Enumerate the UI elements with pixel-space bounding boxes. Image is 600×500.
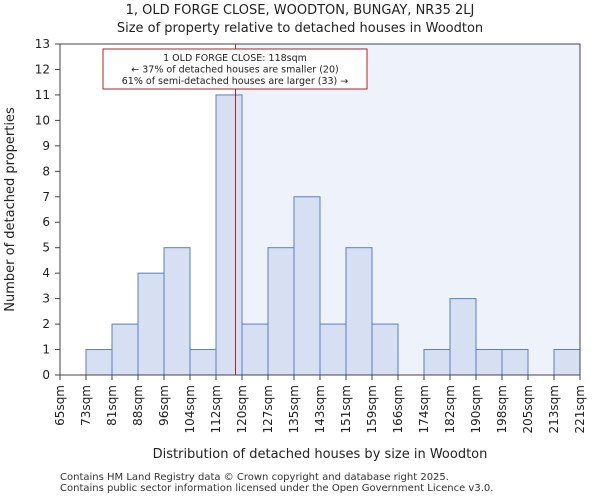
bar-190sqm [475, 349, 503, 376]
y-tick-label: 5 [42, 241, 50, 255]
bar-174sqm [423, 349, 451, 376]
y-tick-label: 11 [35, 88, 50, 102]
x-tick-label: 120sqm [235, 385, 249, 433]
bar-198sqm [501, 349, 529, 376]
footer-line2: Contains public sector information licen… [60, 483, 494, 494]
annotation-line2: ← 37% of detached houses are smaller (20… [131, 65, 338, 76]
bar-151sqm [345, 247, 373, 376]
bar-88sqm [137, 272, 165, 376]
y-tick-label: 9 [42, 139, 50, 153]
y-tick-label: 6 [42, 215, 50, 229]
x-tick-label: 143sqm [313, 385, 327, 433]
y-tick-label: 10 [35, 113, 50, 127]
bar-112sqm [215, 94, 243, 376]
x-tick-label: 65sqm [53, 385, 67, 426]
y-axis-label: Number of detached properties [3, 107, 18, 312]
y-tick-label: 12 [35, 62, 50, 76]
property-annotation: 1 OLD FORGE CLOSE: 118sqm ← 37% of detac… [102, 48, 368, 90]
bar-127sqm [267, 247, 295, 376]
chart-title-line2: Size of property relative to detached ho… [116, 21, 484, 36]
x-tick-label: 205sqm [521, 385, 535, 433]
bar-135sqm [293, 196, 321, 376]
bars-group [85, 94, 581, 376]
x-tick-label: 174sqm [417, 385, 431, 433]
chart-title: 1, OLD FORGE CLOSE, WOODTON, BUNGAY, NR3… [0, 2, 600, 38]
x-tick-label: 198sqm [495, 385, 509, 433]
x-tick-label: 88sqm [131, 385, 145, 426]
bar-182sqm [449, 298, 477, 376]
bar-73sqm [85, 349, 113, 376]
y-tick-label: 13 [35, 37, 50, 51]
x-tick-label: 135sqm [287, 385, 301, 433]
annotation-line1: 1 OLD FORGE CLOSE: 118sqm [163, 53, 307, 64]
y-tick-label: 3 [42, 292, 50, 306]
x-tick-label: 190sqm [469, 385, 483, 433]
x-tick-label: 73sqm [79, 385, 93, 426]
x-tick-label: 151sqm [339, 385, 353, 433]
x-tick-label: 81sqm [105, 385, 119, 426]
y-tick-label: 7 [42, 190, 50, 204]
x-axis-label: Distribution of detached houses by size … [153, 447, 488, 462]
bar-81sqm [111, 323, 139, 376]
y-tick-label: 4 [42, 266, 50, 280]
x-tick-label: 127sqm [261, 385, 275, 433]
x-axis: 65sqm 73sqm 81sqm 88sqm 96sqm 104sqm 112sqm 120… [53, 375, 587, 433]
annotation-box [102, 48, 368, 90]
bar-143sqm [319, 323, 347, 376]
footer-line1: Contains HM Land Registry data © Crown c… [60, 472, 449, 483]
x-tick-label: 159sqm [365, 385, 379, 433]
x-tick-label: 96sqm [157, 385, 171, 426]
bar-120sqm [241, 323, 269, 376]
footer: Contains HM Land Registry data © Crown c… [60, 472, 493, 494]
x-tick-label: 221sqm [573, 385, 587, 433]
bar-96sqm [163, 247, 191, 376]
chart-title-line1: 1, OLD FORGE CLOSE, WOODTON, BUNGAY, NR3… [125, 3, 475, 18]
y-tick-label: 8 [42, 164, 50, 178]
x-tick-label: 166sqm [391, 385, 405, 433]
y-tick-label: 2 [42, 317, 50, 331]
x-tick-label: 112sqm [209, 385, 223, 433]
x-tick-label: 213sqm [547, 385, 561, 433]
y-tick-label: 0 [42, 368, 50, 382]
bar-159sqm [371, 323, 399, 376]
y-tick-label: 1 [42, 343, 50, 357]
x-tick-label: 104sqm [183, 385, 197, 433]
bar-213sqm [553, 349, 581, 376]
x-tick-label: 182sqm [443, 385, 457, 433]
bar-104sqm [189, 349, 217, 376]
annotation-line3: 61% of semi-detached houses are larger (… [122, 76, 349, 87]
